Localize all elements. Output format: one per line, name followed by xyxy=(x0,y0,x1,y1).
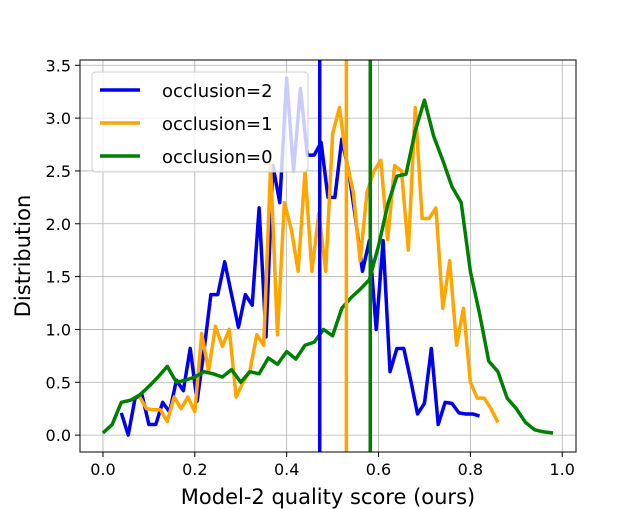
legend-label-2: occlusion=1 xyxy=(162,114,273,135)
legend-label-1: occlusion=2 xyxy=(162,81,273,102)
legend-label-3: occlusion=0 xyxy=(162,147,273,168)
x-tick-label: 0.0 xyxy=(90,460,115,479)
y-axis-title: Distribution xyxy=(11,195,35,318)
x-axis-title: Model-2 quality score (ours) xyxy=(181,485,475,509)
y-tick-label: 3.5 xyxy=(46,56,71,75)
series-line-3 xyxy=(101,98,554,435)
y-tick-label: 2.0 xyxy=(46,215,71,234)
legend: occlusion=2 occlusion=1 occlusion=0 xyxy=(91,71,309,173)
x-tick-label: 0.4 xyxy=(274,460,299,479)
y-tick-label: 2.5 xyxy=(46,162,71,181)
y-tick-label: 1.0 xyxy=(46,320,71,339)
x-tick-label: 0.6 xyxy=(366,460,391,479)
y-tick-label: 0.0 xyxy=(46,426,71,445)
plot-frame xyxy=(79,59,577,453)
x-tick-label: 0.2 xyxy=(182,460,207,479)
y-tick-label: 0.5 xyxy=(46,373,71,392)
x-tick-label: 1.0 xyxy=(549,460,574,479)
axis-ticks: 0.0 0.2 0.4 0.6 0.8 1.0 0.0 0.5 1.0 1.5 2.0 2.5 3.0 3… xyxy=(46,56,575,479)
legend-box xyxy=(91,71,309,173)
x-tick-label: 0.8 xyxy=(458,460,483,479)
y-tick-label: 3.0 xyxy=(46,109,71,128)
y-tick-label: 1.5 xyxy=(46,268,71,287)
